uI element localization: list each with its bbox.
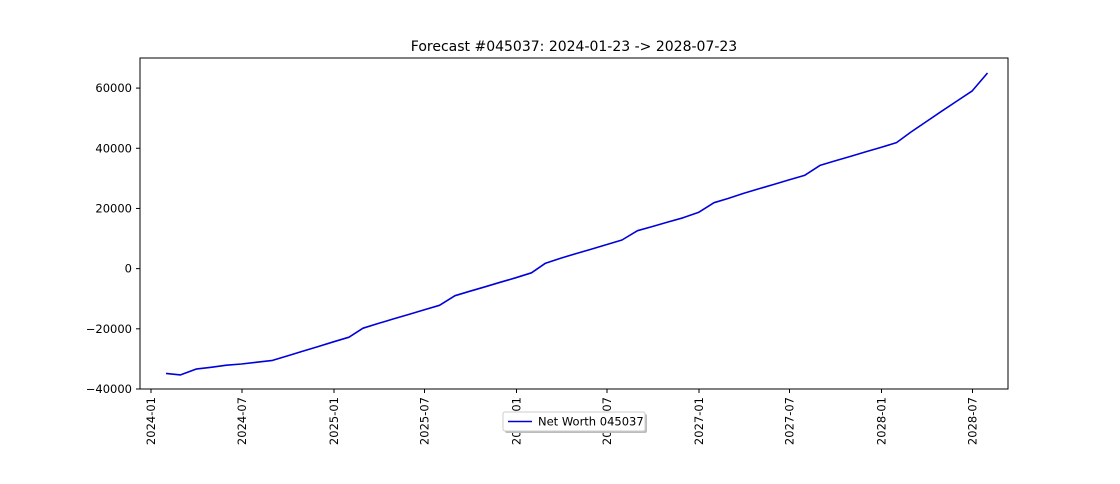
x-tick-label: 2028-01 — [875, 397, 889, 445]
legend-box — [502, 411, 646, 432]
x-tick-label: 2024-01 — [144, 397, 158, 445]
legend: Net Worth 045037 — [502, 411, 647, 433]
y-tick-label: 20000 — [95, 201, 132, 215]
x-tick-label: 2027-07 — [783, 397, 797, 445]
y-tick-label: −20000 — [86, 322, 132, 336]
legend-label: Net Worth 045037 — [538, 415, 644, 429]
x-tick-label: 2028-07 — [966, 397, 980, 445]
y-tick-label: 60000 — [95, 81, 132, 95]
y-tick-label: 40000 — [95, 141, 132, 155]
plot-frame — [139, 57, 1009, 390]
chart-title: Forecast #045037: 2024-01-23 -> 2028-07-… — [411, 39, 737, 55]
series-layer — [165, 72, 989, 376]
x-tick-label: 2024-07 — [235, 397, 249, 445]
y-axis: −40000 −20000 0 20000 40000 60000 — [86, 81, 140, 396]
x-axis: 2024-012024-072025-012025-072026-012026-… — [144, 389, 980, 445]
y-tick-label: 0 — [125, 262, 132, 276]
x-tick-label: 2025-01 — [327, 397, 341, 445]
plot-area — [140, 58, 1008, 389]
y-tick-label: −40000 — [86, 382, 132, 396]
series-line — [165, 72, 989, 376]
x-tick-label: 2027-01 — [692, 397, 706, 445]
x-tick-label: 2025-07 — [418, 397, 432, 445]
